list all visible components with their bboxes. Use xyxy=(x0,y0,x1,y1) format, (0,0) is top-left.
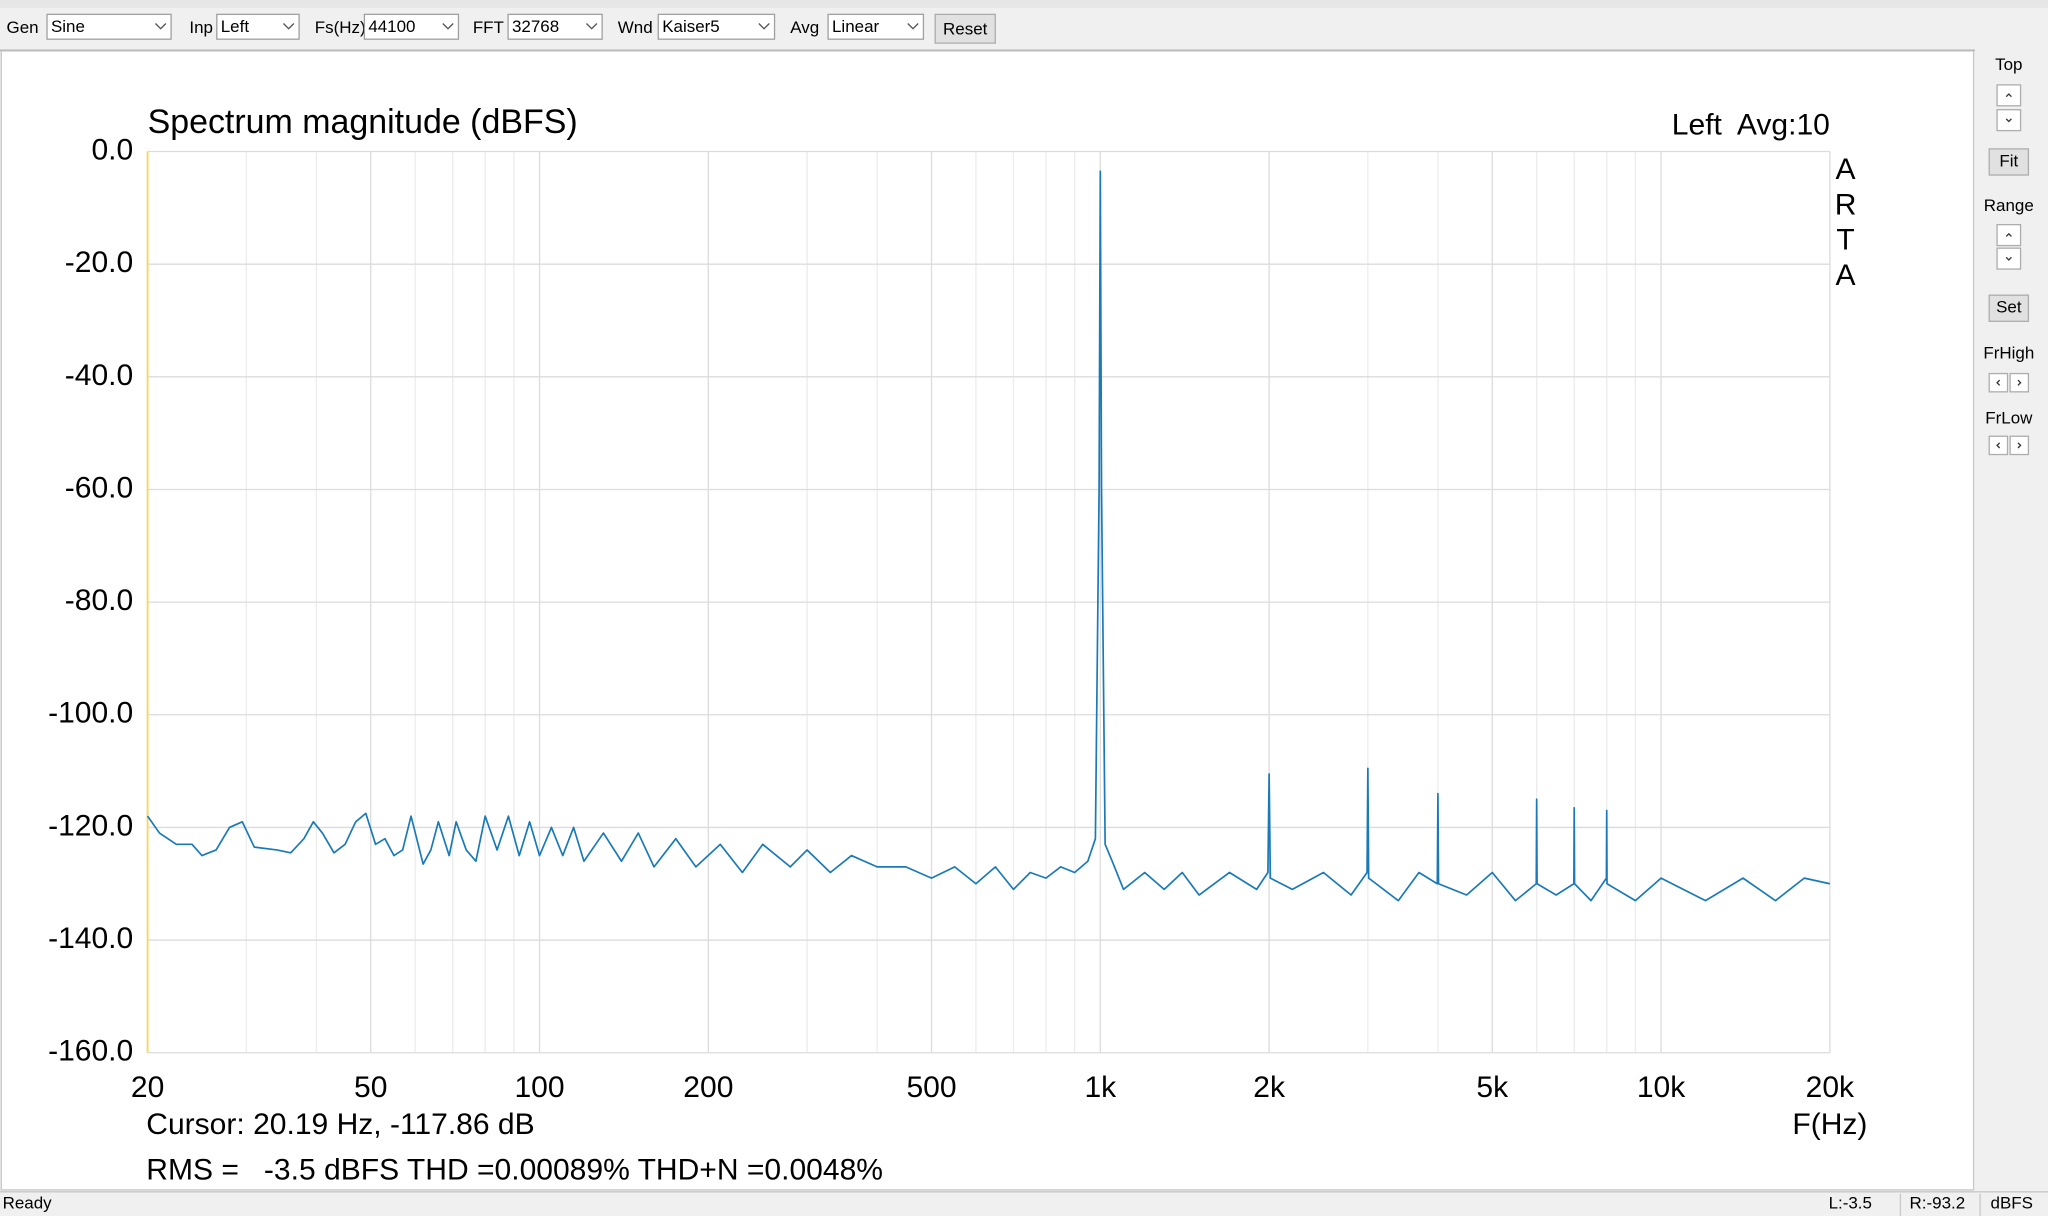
y-tick-label: -120.0 xyxy=(48,809,133,842)
watermark-letter: R xyxy=(1835,188,1857,221)
dropdown[interactable] xyxy=(363,13,460,40)
status-text: R:-93.2 xyxy=(1910,1194,1966,1213)
spectrum-line xyxy=(146,170,1831,902)
y-tick-label: -40.0 xyxy=(65,359,133,392)
y-tick-label: -140.0 xyxy=(48,922,133,955)
x-tick-label: 100 xyxy=(514,1071,564,1104)
y-tick-label: -100.0 xyxy=(48,697,133,730)
dropdown[interactable] xyxy=(507,13,603,40)
x-tick-label: 2k xyxy=(1253,1071,1286,1104)
spin-arrow xyxy=(2017,379,2022,386)
reset-label: Reset xyxy=(943,20,988,39)
dropdown-arrow xyxy=(585,23,598,30)
field-label: Wnd xyxy=(618,18,653,37)
spin-arrow xyxy=(2005,118,2012,123)
chart-title: Spectrum magnitude (dBFS) xyxy=(148,103,578,141)
spin-button[interactable] xyxy=(1988,372,2009,393)
y-tick-label: -80.0 xyxy=(65,584,133,617)
watermark-letter: T xyxy=(1836,224,1854,257)
spin-arrow xyxy=(2005,93,2012,98)
measurement-readout: RMS = -3.5 dBFS THD =0.00089% THD+N =0.0… xyxy=(146,1154,883,1187)
panel-button-label: Fit xyxy=(1999,151,2018,170)
reset-button[interactable] xyxy=(934,13,996,44)
panel-button-label: Set xyxy=(1996,298,2022,317)
field-label: Inp xyxy=(189,18,213,37)
panel-label: Range xyxy=(1984,196,2034,215)
dropdown-arrow xyxy=(442,23,454,30)
x-tick-label: 1k xyxy=(1084,1071,1117,1104)
dropdown-value: Linear xyxy=(832,17,880,36)
status-text: dBFS xyxy=(1991,1194,2033,1213)
dropdown-arrow xyxy=(282,23,295,30)
spin-button[interactable] xyxy=(1988,435,2009,456)
watermark-letter: A xyxy=(1836,259,1856,292)
y-tick-label: 0.0 xyxy=(91,133,133,166)
cursor-readout: Cursor: 20.19 Hz, -117.86 dB xyxy=(146,1108,534,1141)
spin-arrow xyxy=(1996,442,2001,449)
panel-button[interactable] xyxy=(1988,294,2030,322)
x-tick-label: 20 xyxy=(131,1071,164,1104)
dropdown[interactable] xyxy=(827,13,925,40)
dropdown-value: Kaiser5 xyxy=(662,17,720,36)
dropdown-arrow xyxy=(907,23,919,30)
y-tick-label: -20.0 xyxy=(65,246,133,279)
panel-label: Top xyxy=(1995,55,2022,74)
spin-button[interactable] xyxy=(1996,109,2022,132)
spin-button[interactable] xyxy=(2009,372,2030,393)
panel-label: FrLow xyxy=(1985,409,2033,428)
field-label: Avg xyxy=(790,18,819,37)
x-tick-label: 5k xyxy=(1476,1071,1509,1104)
spin-arrow xyxy=(2005,256,2012,261)
x-tick-label: 10k xyxy=(1637,1071,1686,1104)
field-label: FFT xyxy=(473,18,504,37)
dropdown-value: Left xyxy=(221,17,250,36)
tab-strip xyxy=(0,0,2048,8)
channel-label: Left Avg:10 xyxy=(1672,109,1830,142)
y-tick-label: -60.0 xyxy=(65,471,133,504)
dropdown-arrow xyxy=(758,23,770,30)
spin-arrow xyxy=(2017,442,2022,449)
spin-button[interactable] xyxy=(1996,223,2022,247)
panel-label: FrHigh xyxy=(1983,343,2034,362)
panel-button[interactable] xyxy=(1988,148,2030,176)
spin-arrow xyxy=(2005,232,2012,237)
status-text: L:-3.5 xyxy=(1829,1194,1872,1213)
dropdown-arrow xyxy=(154,23,167,30)
status-text: Ready xyxy=(3,1194,53,1213)
dropdown-value: 44100 xyxy=(368,17,415,36)
dropdown-value: 32768 xyxy=(512,17,559,36)
watermark-letter: A xyxy=(1836,153,1856,186)
x-tick-label: 200 xyxy=(683,1071,733,1104)
spin-button[interactable] xyxy=(2009,435,2030,456)
spin-button[interactable] xyxy=(1996,84,2022,107)
x-axis-label: F(Hz) xyxy=(1792,1108,1867,1141)
field-label: Fs(Hz) xyxy=(315,18,366,37)
dropdown[interactable] xyxy=(46,13,172,40)
dropdown-value: Sine xyxy=(51,17,85,36)
x-tick-label: 20k xyxy=(1806,1071,1855,1104)
x-tick-label: 500 xyxy=(906,1071,956,1104)
x-tick-label: 50 xyxy=(354,1071,387,1104)
field-label: Gen xyxy=(7,18,39,37)
spin-arrow xyxy=(1996,379,2001,386)
dropdown[interactable] xyxy=(657,13,776,40)
spin-button[interactable] xyxy=(1996,247,2022,270)
dropdown[interactable] xyxy=(216,13,300,40)
y-tick-label: -160.0 xyxy=(48,1035,133,1068)
